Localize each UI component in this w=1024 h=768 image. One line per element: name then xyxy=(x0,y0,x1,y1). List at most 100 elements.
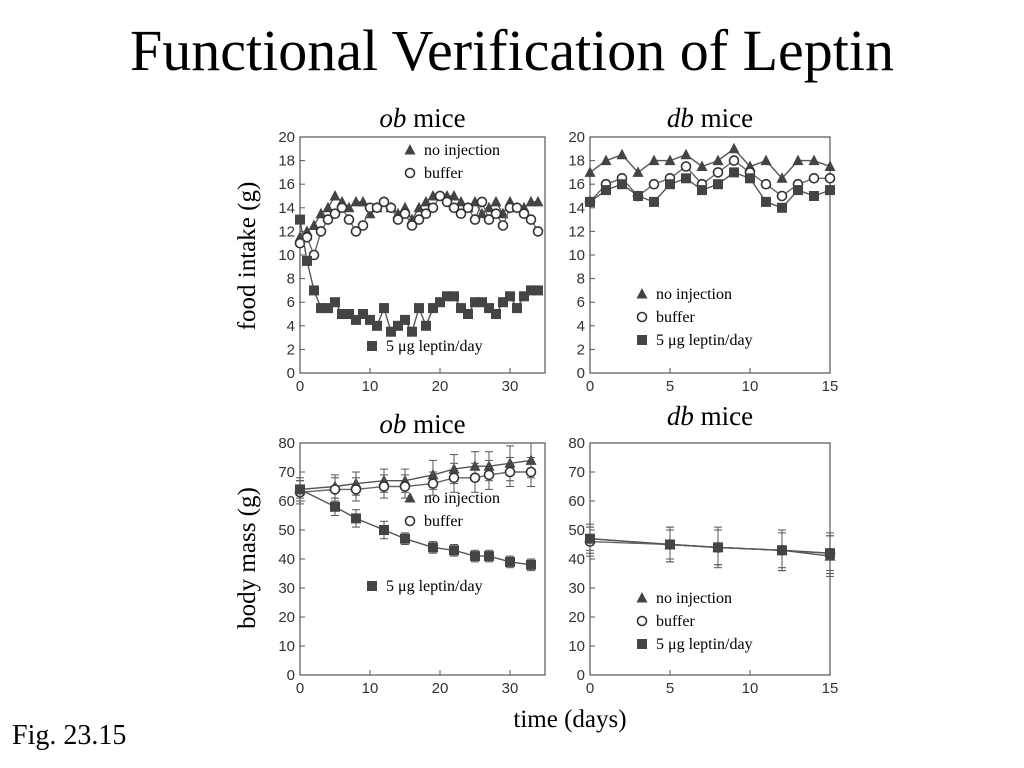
y-tick-label: 80 xyxy=(568,435,585,452)
data-point xyxy=(648,154,660,166)
data-point xyxy=(824,160,836,171)
data-point xyxy=(680,148,692,160)
data-point xyxy=(351,314,361,325)
series-triangle xyxy=(584,523,836,577)
legend-marker-square xyxy=(637,335,647,345)
legend: no injection buffer 5 μg leptin/day xyxy=(367,490,500,595)
panel-title: db mice xyxy=(667,401,753,431)
data-point xyxy=(462,202,474,214)
data-point xyxy=(295,214,305,225)
legend-marker-circle xyxy=(404,515,416,527)
data-point xyxy=(483,469,495,481)
x-tick-label: 0 xyxy=(586,378,594,395)
data-point xyxy=(343,214,355,225)
legend-label: no injection xyxy=(656,590,732,607)
y-tick-label: 70 xyxy=(568,464,585,481)
data-point xyxy=(776,190,788,202)
data-point xyxy=(385,202,397,214)
x-tick-label: 0 xyxy=(296,680,304,697)
legend-label: buffer xyxy=(656,309,695,326)
data-point xyxy=(469,472,481,484)
y-tick-label: 18 xyxy=(278,153,295,170)
data-point xyxy=(400,314,410,325)
data-point xyxy=(309,285,319,296)
y-tick-label: 16 xyxy=(568,176,585,193)
data-point xyxy=(379,525,389,535)
data-point xyxy=(427,478,439,489)
legend-marker-triangle xyxy=(636,288,648,299)
data-point xyxy=(386,326,396,337)
x-tick-label: 15 xyxy=(822,378,839,395)
data-point xyxy=(371,202,383,214)
data-point xyxy=(406,220,418,231)
legend-label: buffer xyxy=(424,513,463,530)
data-point xyxy=(777,545,787,556)
data-point xyxy=(512,303,522,314)
data-point xyxy=(776,172,788,183)
data-point xyxy=(463,309,473,319)
data-point xyxy=(519,291,529,302)
data-point xyxy=(372,320,382,331)
y-tick-label: 8 xyxy=(287,271,295,288)
y-tick-label: 20 xyxy=(278,129,295,146)
legend: no injection buffer 5 μg leptin/day xyxy=(636,286,753,349)
data-point xyxy=(469,214,481,225)
data-point xyxy=(337,309,347,319)
data-point xyxy=(712,154,724,166)
data-point xyxy=(680,161,692,172)
y-tick-label: 50 xyxy=(278,522,295,539)
data-point xyxy=(490,195,502,207)
data-point xyxy=(483,214,495,225)
y-tick-label: 0 xyxy=(577,365,585,382)
data-point xyxy=(809,191,819,201)
panel-ob-food-intake: 0 2 4 6 8 10 12 14 16 18 20 0 10 20 30 ob mice no inject… xyxy=(278,103,546,395)
legend: no injection buffer 5 μg leptin/day xyxy=(367,142,500,355)
data-point xyxy=(713,542,723,553)
data-point xyxy=(477,297,487,308)
legend-marker-square xyxy=(637,639,647,649)
y-tick-label: 2 xyxy=(287,341,295,358)
data-point xyxy=(329,190,341,201)
data-point xyxy=(315,226,327,237)
data-point xyxy=(442,291,452,302)
x-tick-label: 10 xyxy=(362,680,379,697)
legend-marker-triangle xyxy=(404,144,416,155)
data-point xyxy=(350,195,362,207)
y-tick-label: 6 xyxy=(287,294,295,311)
y-tick-label: 0 xyxy=(287,365,295,382)
data-point xyxy=(323,303,333,314)
series-line xyxy=(589,159,830,203)
data-point xyxy=(617,179,627,190)
x-tick-label: 10 xyxy=(362,378,379,395)
data-point xyxy=(601,185,611,196)
legend-label: buffer xyxy=(656,613,695,630)
x-tick-label: 5 xyxy=(666,680,674,697)
data-point xyxy=(498,297,508,308)
data-point xyxy=(448,472,460,484)
panel-db-body-mass: 0 10 20 30 40 50 60 70 80 0 5 10 15 db mice no injecti… xyxy=(568,401,838,697)
series-line xyxy=(589,171,831,209)
y-tick-label: 20 xyxy=(568,609,585,626)
legend-marker-circle xyxy=(636,615,648,627)
series-circle xyxy=(294,190,544,261)
data-point xyxy=(777,202,787,213)
y-tick-label: 12 xyxy=(568,223,585,240)
data-point xyxy=(761,196,771,207)
data-point xyxy=(490,208,502,219)
y-tick-label: 16 xyxy=(278,176,295,193)
ylabel-body-mass: body mass (g) xyxy=(234,487,261,629)
legend-marker-triangle xyxy=(636,592,648,603)
data-point xyxy=(532,195,544,207)
data-point xyxy=(378,481,390,492)
data-point xyxy=(648,178,660,190)
series-line xyxy=(589,147,831,180)
data-point xyxy=(456,303,466,314)
data-point xyxy=(713,179,723,190)
data-point xyxy=(760,178,772,190)
data-point xyxy=(632,166,644,177)
data-point xyxy=(665,179,675,190)
legend-marker-triangle xyxy=(404,492,416,503)
data-point xyxy=(649,196,659,207)
legend-label: no injection xyxy=(656,286,732,303)
series-square xyxy=(295,214,543,337)
